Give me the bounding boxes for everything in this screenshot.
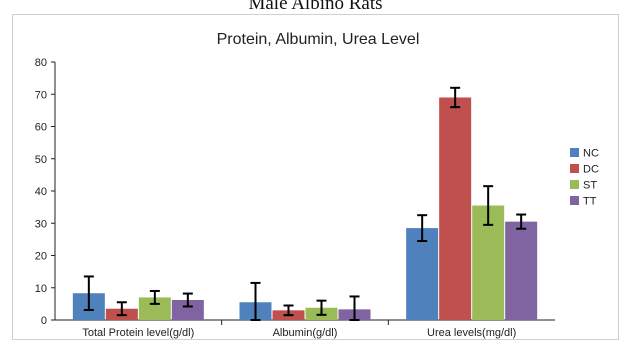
chart-title: Protein, Albumin, Urea Level [217, 31, 420, 48]
x-tick-label: Total Protein level(g/dl) [82, 327, 194, 339]
y-tick-label: 30 [35, 218, 47, 230]
y-tick-label: 10 [35, 283, 47, 295]
y-tick-label: 70 [35, 89, 47, 101]
bar-nc [406, 228, 439, 320]
y-tick-label: 20 [35, 251, 47, 263]
axes: 0 10 20 30 40 50 60 70 80 Total Protein level(g/d… [35, 57, 555, 339]
legend-swatch-nc [570, 148, 579, 157]
x-tick-label: Albumin(g/dl) [273, 327, 338, 339]
y-tick-label: 40 [35, 186, 47, 198]
y-tick-label: 80 [35, 57, 47, 69]
legend-swatch-st [570, 180, 579, 189]
figure-caption: Male Albino Rats [248, 0, 383, 14]
x-tick-label: Urea levels(mg/dl) [427, 327, 516, 339]
y-tick-label: 50 [35, 154, 47, 166]
legend-label-dc: DC [583, 164, 599, 176]
legend-label-tt: TT [583, 196, 597, 208]
legend-swatch-tt [570, 196, 579, 205]
y-tick-label: 60 [35, 122, 47, 134]
bar-tt [505, 221, 538, 320]
y-tick-label: 0 [41, 315, 47, 327]
legend: NC DC ST TT [570, 148, 599, 208]
legend-label-st: ST [583, 180, 597, 192]
bar-dc [439, 97, 472, 320]
legend-label-nc: NC [583, 148, 599, 160]
bar-tt [171, 300, 204, 320]
bar-st [138, 297, 171, 320]
bars [72, 86, 538, 321]
legend-swatch-dc [570, 164, 579, 173]
